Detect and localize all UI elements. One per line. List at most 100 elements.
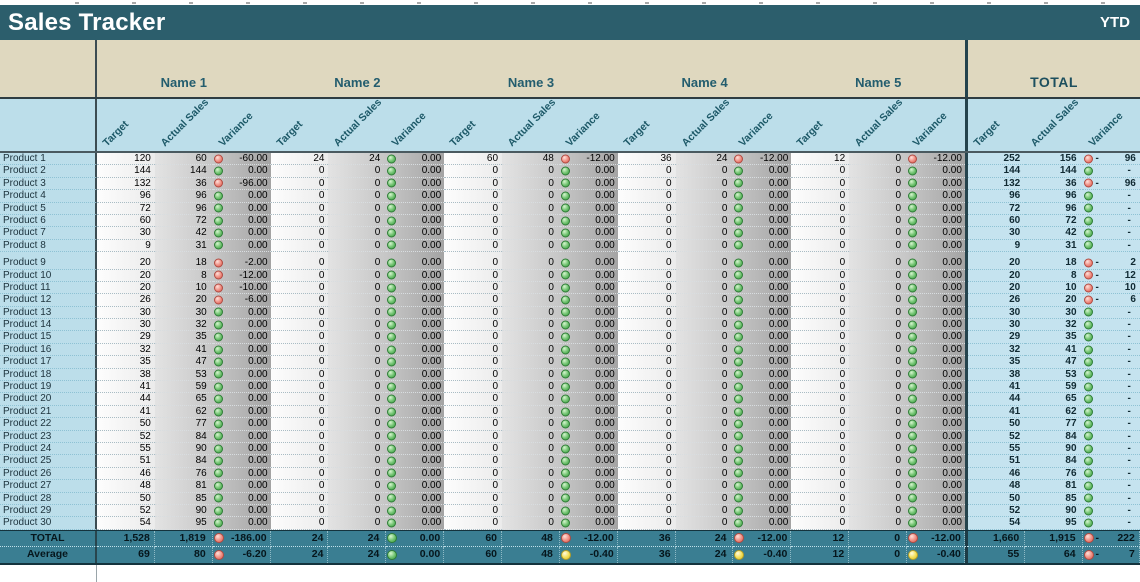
variance-cell[interactable]: 0.00 (733, 227, 792, 240)
variance-cell[interactable]: 0.00 (386, 480, 445, 493)
variance-cell[interactable]: 0.00 (733, 480, 792, 493)
actual-sales-cell[interactable]: 0 (849, 492, 908, 505)
target-cell[interactable]: 0 (444, 467, 503, 481)
variance-cell[interactable]: 0.00 (386, 227, 445, 240)
target-cell[interactable]: 0 (617, 294, 676, 307)
target-cell[interactable]: 0 (444, 504, 503, 518)
target-cell[interactable]: 0 (791, 319, 850, 332)
actual-sales-cell[interactable]: 0 (849, 381, 908, 394)
target-cell[interactable]: 41 (97, 405, 155, 419)
variance-cell[interactable]: 0.00 (212, 492, 271, 505)
target-cell[interactable]: 60 (444, 530, 503, 547)
actual-sales-cell[interactable]: 1,819 (154, 530, 213, 547)
variance-cell[interactable]: 0.00 (907, 202, 965, 215)
target-cell[interactable]: 0 (617, 480, 676, 493)
total-variance-cell[interactable]: - (1082, 405, 1140, 419)
total-variance-cell[interactable]: - (1082, 227, 1140, 240)
target-cell[interactable]: 0 (791, 467, 850, 481)
actual-sales-cell[interactable]: 0 (328, 455, 387, 468)
column-header-cell[interactable]: Target (97, 99, 155, 151)
target-cell[interactable]: 0 (444, 492, 503, 505)
column-header-cell[interactable]: Variance (1083, 99, 1140, 151)
actual-sales-cell[interactable]: 0 (502, 368, 560, 382)
target-cell[interactable]: 0 (791, 343, 850, 357)
variance-cell[interactable]: 0.00 (733, 504, 792, 518)
variance-cell[interactable]: 0.00 (212, 393, 271, 406)
actual-sales-cell[interactable]: 31 (154, 239, 213, 253)
total-variance-cell[interactable]: - (1082, 319, 1140, 332)
total-variance-cell[interactable]: - 10 (1082, 281, 1140, 295)
actual-sales-cell[interactable]: 0 (328, 319, 387, 332)
total-actual-cell[interactable]: 18 (1025, 257, 1083, 270)
total-actual-cell[interactable]: 84 (1025, 430, 1083, 443)
row-label[interactable]: Product 17 (0, 356, 97, 369)
total-actual-cell[interactable]: 35 (1025, 331, 1083, 344)
variance-cell[interactable]: 0.00 (559, 368, 618, 382)
row-label[interactable]: Product 18 (0, 368, 97, 382)
actual-sales-cell[interactable]: 0 (675, 492, 734, 505)
row-label[interactable]: Product 13 (0, 306, 97, 320)
target-cell[interactable]: 0 (617, 430, 676, 443)
actual-sales-cell[interactable]: 72 (154, 214, 213, 228)
variance-cell[interactable]: 0.00 (733, 368, 792, 382)
actual-sales-cell[interactable]: 30 (154, 306, 213, 320)
target-cell[interactable]: 0 (444, 214, 503, 228)
actual-sales-cell[interactable]: 0 (328, 331, 387, 344)
variance-cell[interactable]: 0.00 (907, 356, 965, 369)
variance-cell[interactable]: 0.00 (907, 239, 965, 253)
variance-cell[interactable]: 0.00 (559, 319, 618, 332)
total-target-cell[interactable]: 30 (967, 306, 1026, 320)
target-cell[interactable]: 60 (444, 546, 503, 563)
actual-sales-cell[interactable]: 0 (675, 165, 734, 178)
actual-sales-cell[interactable]: 90 (154, 442, 213, 456)
target-cell[interactable]: 0 (270, 442, 329, 456)
actual-sales-cell[interactable]: 0 (502, 294, 560, 307)
actual-sales-cell[interactable]: 0 (328, 368, 387, 382)
actual-sales-cell[interactable]: 0 (675, 319, 734, 332)
variance-cell[interactable]: 0.00 (386, 165, 445, 178)
variance-cell[interactable]: 0.00 (907, 281, 965, 295)
total-target-cell[interactable]: 54 (967, 517, 1026, 530)
variance-cell[interactable]: 0.00 (733, 331, 792, 344)
variance-cell[interactable]: 0.00 (559, 190, 618, 203)
target-cell[interactable]: 132 (97, 177, 155, 191)
target-cell[interactable]: 0 (617, 202, 676, 215)
variance-cell[interactable]: 0.00 (386, 418, 445, 431)
total-actual-cell[interactable]: 20 (1025, 294, 1083, 307)
actual-sales-cell[interactable]: 0 (502, 492, 560, 505)
column-header-cell[interactable]: Target (791, 99, 849, 151)
target-cell[interactable]: 0 (791, 504, 850, 518)
target-cell[interactable]: 72 (97, 202, 155, 215)
row-label[interactable]: Product 10 (0, 269, 97, 282)
target-cell[interactable]: 69 (97, 546, 155, 563)
actual-sales-cell[interactable]: 0 (849, 153, 908, 166)
actual-sales-cell[interactable]: 0 (328, 480, 387, 493)
variance-cell[interactable]: 0.00 (386, 214, 445, 228)
actual-sales-cell[interactable]: 0 (675, 331, 734, 344)
variance-cell[interactable]: 0.00 (907, 430, 965, 443)
column-header-cell[interactable]: Variance (907, 99, 965, 151)
total-target-cell[interactable]: 38 (967, 368, 1026, 382)
total-target-cell[interactable]: 96 (967, 190, 1026, 203)
total-target-cell[interactable]: 35 (967, 356, 1026, 369)
target-cell[interactable]: 0 (270, 504, 329, 518)
actual-sales-cell[interactable]: 0 (849, 455, 908, 468)
target-cell[interactable]: 0 (270, 492, 329, 505)
target-cell[interactable]: 0 (791, 294, 850, 307)
target-cell[interactable]: 48 (97, 480, 155, 493)
actual-sales-cell[interactable]: 0 (849, 405, 908, 419)
target-cell[interactable]: 0 (791, 393, 850, 406)
target-cell[interactable]: 0 (444, 368, 503, 382)
variance-cell[interactable]: 0.00 (907, 319, 965, 332)
variance-cell[interactable]: 0.00 (907, 227, 965, 240)
target-cell[interactable]: 0 (270, 190, 329, 203)
variance-cell[interactable]: 0.00 (212, 165, 271, 178)
target-cell[interactable]: 9 (97, 239, 155, 253)
actual-sales-cell[interactable]: 0 (849, 517, 908, 530)
variance-cell[interactable]: 0.00 (733, 418, 792, 431)
target-cell[interactable]: 60 (97, 214, 155, 228)
actual-sales-cell[interactable]: 0 (849, 306, 908, 320)
actual-sales-cell[interactable]: 24 (328, 530, 387, 547)
variance-cell[interactable]: 0.00 (559, 177, 618, 191)
variance-cell[interactable]: -12.00 (559, 530, 618, 547)
